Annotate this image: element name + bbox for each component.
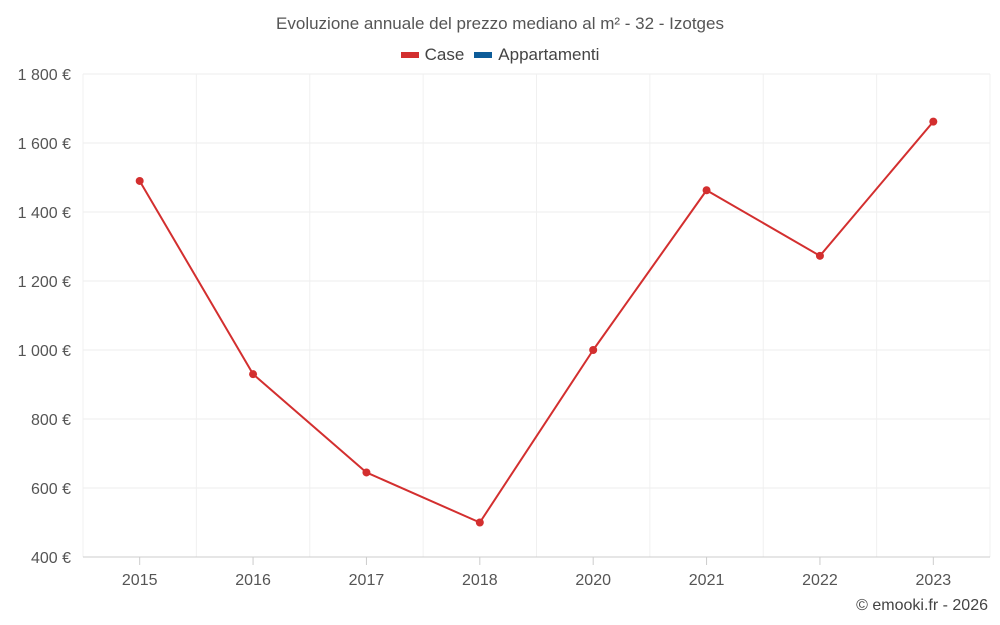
x-tick-label: 2023 — [916, 572, 952, 589]
data-point[interactable] — [589, 346, 598, 354]
legend-label-case: Case — [424, 45, 465, 64]
series-line-case — [138, 120, 935, 524]
chart-title: Evoluzione annuale del prezzo mediano al… — [276, 14, 724, 33]
x-tick-label: 2018 — [462, 572, 498, 589]
legend-swatch-case — [400, 52, 419, 58]
y-tick-label: 1 000 € — [18, 343, 71, 360]
data-point[interactable] — [815, 251, 824, 260]
y-tick-label: 1 200 € — [18, 274, 71, 291]
data-point[interactable] — [475, 518, 484, 527]
chart-legend: Case Appartamenti — [0, 45, 1000, 65]
y-tick-label: 1 600 € — [18, 136, 71, 153]
y-tick-label: 1 400 € — [18, 205, 71, 222]
legend-swatch-appartamenti — [474, 52, 493, 58]
data-point[interactable] — [249, 370, 258, 379]
x-tick-label: 2021 — [689, 572, 725, 589]
credits: © emooki.fr - 2026 — [856, 597, 988, 614]
data-point[interactable] — [135, 176, 144, 185]
data-point[interactable] — [362, 468, 371, 477]
legend-item-case[interactable]: Case — [400, 45, 465, 65]
x-tick-label: 2016 — [235, 572, 271, 589]
x-tick-label: 2017 — [349, 572, 385, 589]
y-tick-label: 1 800 € — [18, 67, 71, 84]
x-tick-label: 2015 — [122, 572, 158, 589]
x-tick-label: 2022 — [802, 572, 838, 589]
y-tick-label: 800 € — [31, 412, 71, 429]
x-tick-label: 2020 — [575, 572, 611, 589]
data-point[interactable] — [929, 117, 938, 126]
data-point[interactable] — [702, 186, 711, 195]
y-tick-label: 600 € — [31, 481, 71, 498]
y-tick-label: 400 € — [31, 550, 71, 567]
legend-item-appartamenti[interactable]: Appartamenti — [474, 45, 599, 65]
legend-label-appartamenti: Appartamenti — [498, 45, 600, 64]
